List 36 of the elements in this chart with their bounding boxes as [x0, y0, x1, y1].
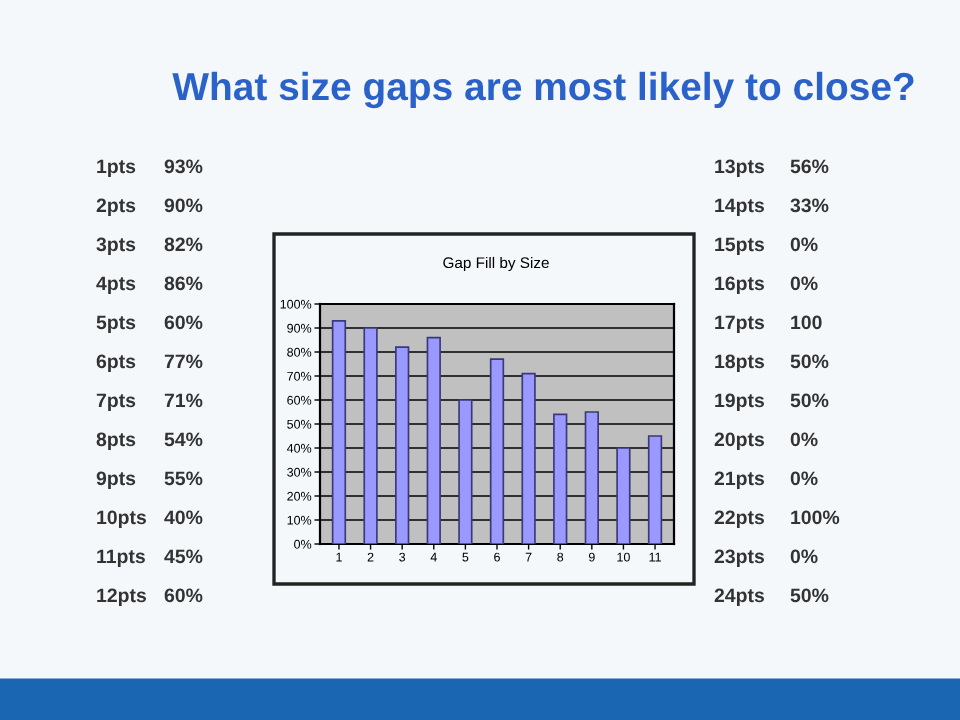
text: 21pts 0% [714, 471, 818, 490]
bar [458, 399, 473, 544]
text: 19pts 50% [715, 393, 829, 412]
text: 11pts 45% [97, 549, 203, 568]
text: 8pts 54% [96, 432, 203, 451]
text: 5pts 60% [96, 315, 203, 334]
text: 22pts 100% [714, 510, 840, 529]
bar [489, 358, 505, 544]
bar [426, 336, 441, 544]
text: 6pts 77% [96, 354, 203, 373]
text: 10pts 40% [97, 510, 203, 529]
text: 4pts 86% [96, 276, 203, 295]
text: 16pts 0% [715, 276, 818, 295]
bar [647, 435, 663, 544]
text: 3pts 82% [96, 237, 203, 256]
text: 15pts 0% [715, 237, 818, 256]
text: 20pts 0% [714, 432, 818, 451]
bar [584, 411, 599, 544]
bar [553, 413, 568, 544]
text: 24pts 50% [714, 588, 829, 607]
bar [395, 346, 410, 544]
text: 14pts 33% [715, 198, 829, 217]
text: 17pts 100 [715, 315, 822, 334]
text: 18pts 50% [715, 354, 829, 373]
chart-title: What size gaps are most likely to close? [172, 71, 914, 109]
bar [363, 327, 378, 544]
bar [521, 372, 536, 544]
text: 9pts 55% [96, 471, 203, 490]
text: 7pts 71% [96, 393, 203, 412]
bar [331, 319, 347, 544]
text: 1pts 93% [97, 159, 203, 178]
text: 12pts 60% [97, 588, 203, 607]
text: 2pts 90% [96, 198, 203, 217]
text: 23pts 0% [714, 549, 818, 568]
bar [616, 447, 631, 544]
text: 13pts 56% [715, 159, 829, 178]
